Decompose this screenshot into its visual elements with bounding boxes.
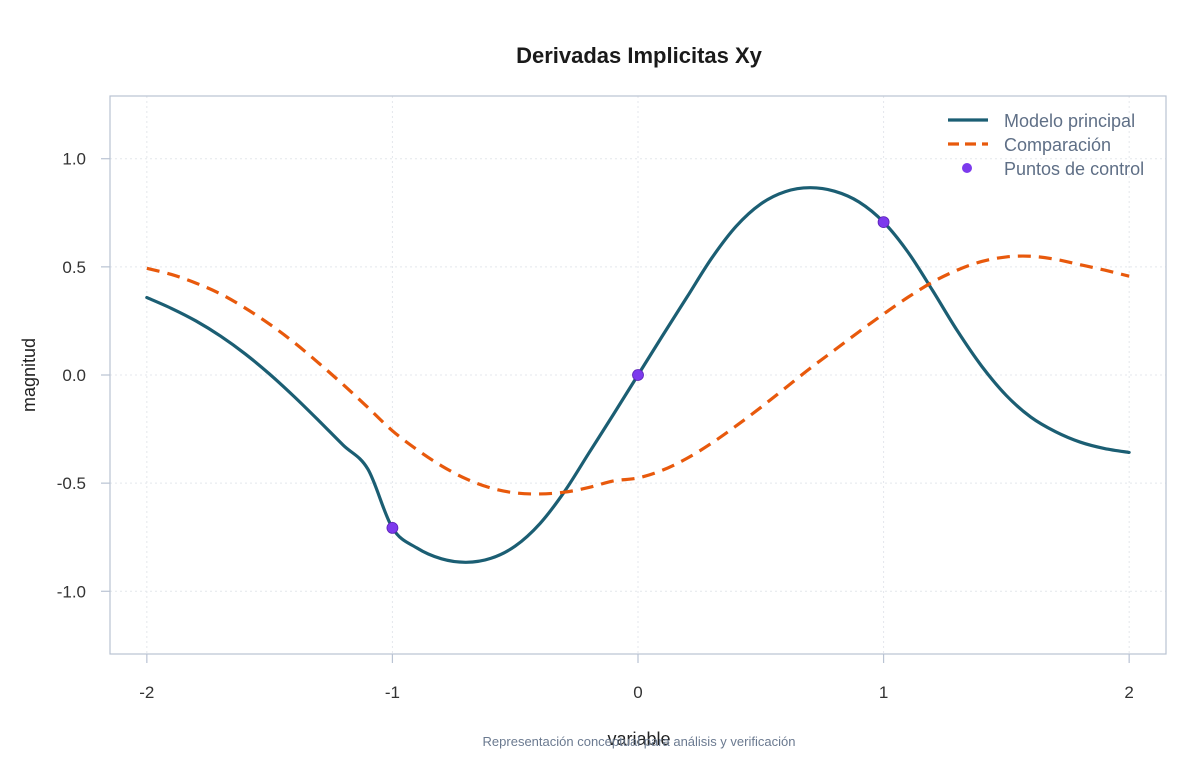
y-tick-label: 0.0 bbox=[62, 366, 86, 385]
x-tick-label: 2 bbox=[1124, 683, 1133, 702]
tick-layer: -2 -1 0 1 2 -1.0 -0.5 0.0 0.5 1.0 bbox=[57, 150, 1134, 702]
series-layer bbox=[145, 186, 1131, 564]
control-point-1 bbox=[632, 369, 644, 381]
x-tick-label: -1 bbox=[385, 683, 400, 702]
grid-layer bbox=[110, 96, 1166, 654]
chart-caption: Representación conceptual para análisis … bbox=[483, 734, 796, 749]
legend-label-1: Comparación bbox=[1004, 135, 1111, 155]
y-tick-label: -1.0 bbox=[57, 582, 86, 601]
x-tick-label: -2 bbox=[139, 683, 154, 702]
legend-label-0: Modelo principal bbox=[1004, 111, 1135, 131]
x-axis-label: variable bbox=[607, 729, 670, 749]
legend-marker-2 bbox=[962, 163, 972, 173]
x-tick-label: 1 bbox=[879, 683, 888, 702]
control-point-0 bbox=[386, 522, 399, 534]
y-tick-label: 1.0 bbox=[62, 150, 86, 169]
x-tick-label: 0 bbox=[633, 683, 642, 702]
control-point-2 bbox=[877, 216, 890, 228]
chart-title: Derivadas Implicitas Xy bbox=[516, 43, 763, 68]
y-axis-label: magnitud bbox=[19, 338, 39, 412]
legend-label-2: Puntos de control bbox=[1004, 159, 1144, 179]
legend: Modelo principal Comparación Puntos de con… bbox=[948, 111, 1144, 179]
y-tick-label: -0.5 bbox=[57, 474, 86, 493]
series-line-1 bbox=[146, 254, 1130, 496]
y-tick-label: 0.5 bbox=[62, 258, 86, 277]
